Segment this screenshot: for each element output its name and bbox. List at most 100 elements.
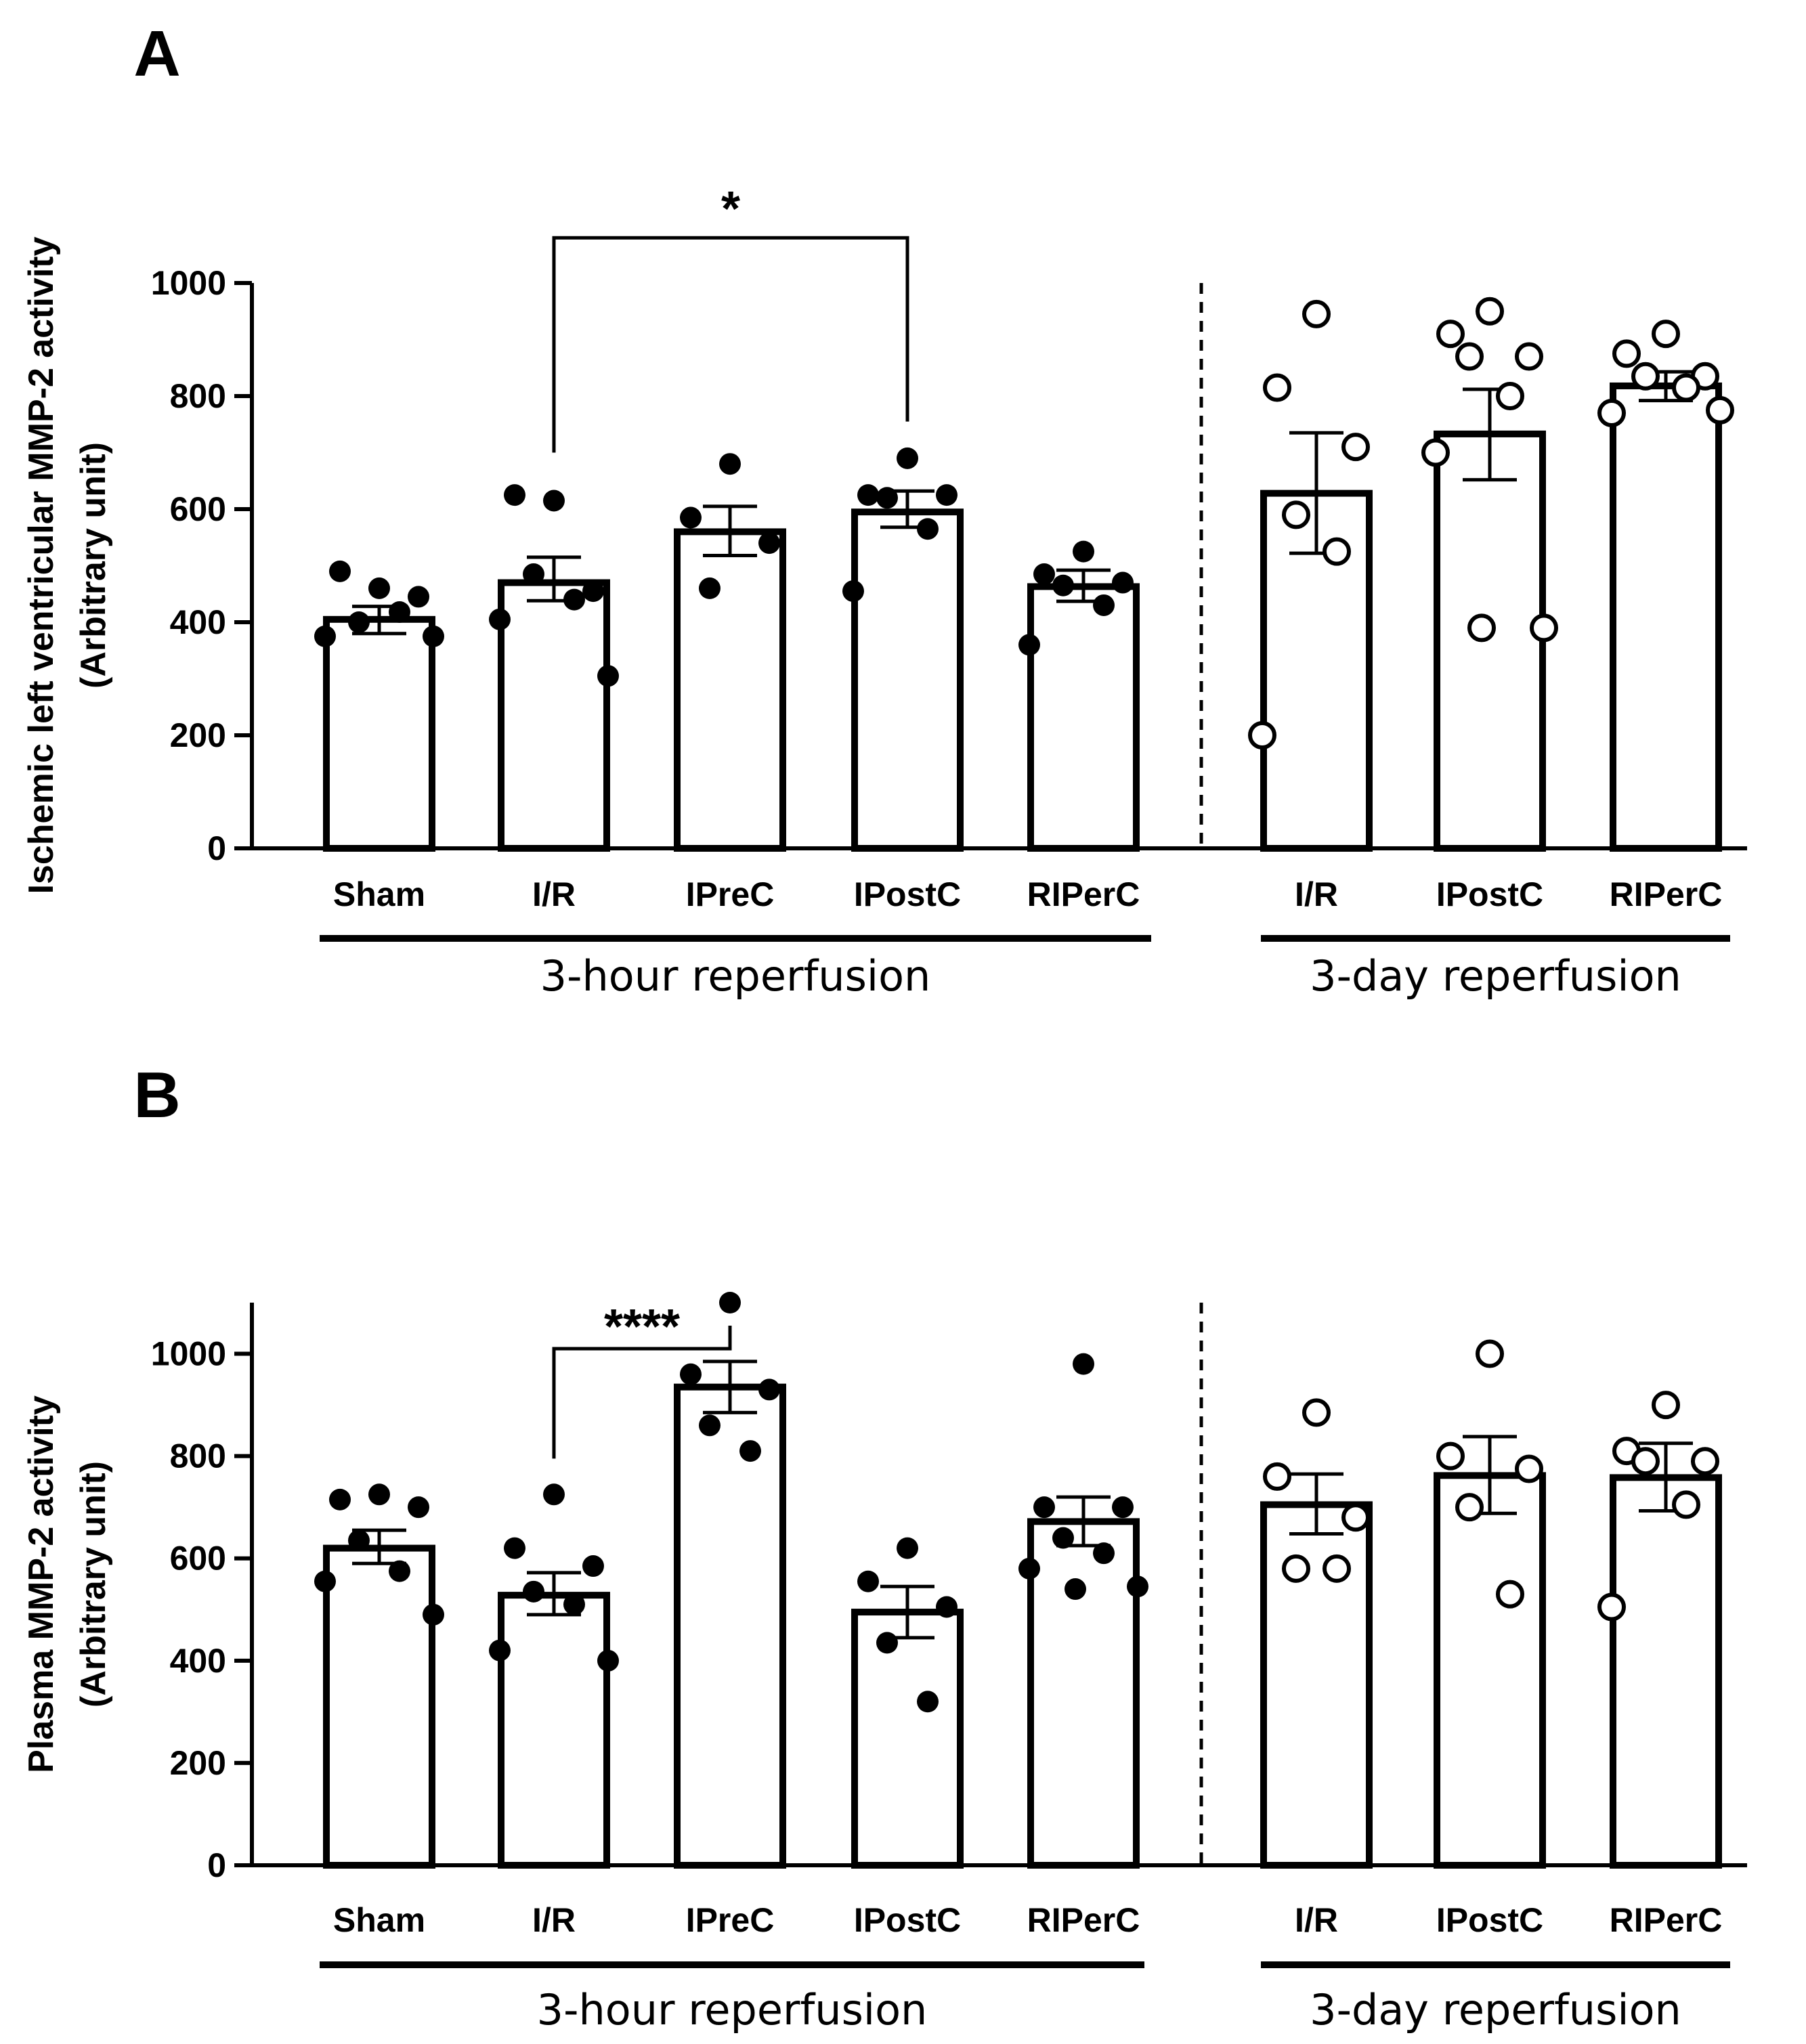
data-point: [719, 453, 741, 475]
data-point: [699, 1414, 721, 1437]
data-point: [314, 625, 336, 647]
data-point: [1263, 1462, 1291, 1491]
data-point: [408, 1496, 429, 1519]
significance-label: *: [721, 182, 740, 236]
data-point: [1496, 382, 1524, 410]
data-point: [1018, 1557, 1040, 1580]
data-point: [1612, 339, 1641, 368]
data-point: [523, 1580, 544, 1603]
data-point: [389, 601, 410, 623]
bar: [1434, 1472, 1546, 1869]
y-tick-label: 0: [207, 1846, 226, 1884]
data-point: [917, 518, 939, 540]
data-point: [489, 608, 511, 630]
bar: [1260, 1501, 1373, 1869]
data-point: [1455, 1493, 1484, 1522]
data-point: [936, 484, 958, 506]
panel-b: B Plasma MMP-2 activity (Arbitrary unit) 0 2…: [22, 1059, 1747, 2035]
data-point: [582, 580, 604, 603]
y-axis-title: Plasma MMP-2 activity: [22, 1395, 61, 1773]
data-point: [423, 1603, 444, 1626]
data-point: [1093, 594, 1115, 616]
data-point: [523, 563, 544, 586]
data-point: [1597, 399, 1626, 428]
y-tick-label: 200: [170, 1744, 226, 1782]
y-tick-label: 200: [170, 716, 226, 754]
data-point: [543, 1483, 565, 1506]
data-point: [1436, 1441, 1465, 1471]
data-point: [597, 1649, 619, 1672]
data-point: [1672, 373, 1700, 402]
data-point: [1073, 1353, 1094, 1375]
category-label: Sham: [333, 1901, 425, 1939]
data-point: [758, 532, 780, 555]
data-point: [329, 1488, 351, 1510]
data-point: [1421, 438, 1450, 467]
data-point: [504, 484, 525, 506]
data-point: [563, 1593, 585, 1615]
data-point: [597, 665, 619, 687]
data-point: [1341, 1503, 1370, 1532]
group-title: 3-day reperfusion: [1310, 1985, 1681, 2035]
data-point: [1455, 342, 1484, 371]
data-point: [348, 1529, 370, 1552]
bar: [1027, 583, 1140, 852]
data-point: [1033, 1496, 1055, 1519]
bar: [674, 1383, 786, 1869]
category-label: IPostC: [854, 875, 961, 913]
data-point: [1112, 571, 1134, 594]
bar: [1027, 1518, 1140, 1869]
data-point: [1631, 362, 1660, 391]
data-point: [1093, 1542, 1115, 1565]
data-point: [719, 1292, 741, 1313]
data-point: [699, 577, 721, 599]
data-point: [758, 1378, 780, 1401]
data-point: [1065, 1578, 1086, 1601]
data-point: [897, 1537, 918, 1559]
bar: [851, 1609, 964, 1869]
data-point: [423, 625, 444, 647]
data-point: [582, 1555, 604, 1578]
data-point: [1112, 1496, 1134, 1519]
y-tick-label: 400: [170, 603, 226, 641]
data-point: [563, 588, 585, 611]
data-point: [314, 1570, 336, 1592]
group-title: 3-day reperfusion: [1310, 951, 1681, 1001]
data-point: [348, 611, 370, 633]
group-title: 3-hour reperfusion: [537, 1985, 928, 2035]
data-point: [1530, 613, 1558, 643]
data-point: [917, 1691, 939, 1713]
data-point: [1302, 1398, 1331, 1427]
category-label: IPostC: [1436, 1901, 1543, 1939]
bar: [674, 528, 786, 852]
data-point: [857, 1570, 879, 1592]
data-point: [680, 1363, 702, 1385]
data-point: [876, 487, 898, 509]
data-point: [1263, 373, 1291, 402]
panel-label: A: [133, 18, 180, 90]
significance-bracket: [552, 1325, 732, 1459]
bar: [1434, 430, 1546, 852]
data-point: [1282, 500, 1310, 529]
data-point: [504, 1537, 525, 1559]
bar: [498, 1592, 610, 1869]
panel-a: A Ischemic left ventricular MMP-2 activit…: [22, 18, 1747, 1001]
data-point: [389, 1560, 410, 1582]
category-label: IPostC: [854, 1901, 961, 1939]
data-point: [1652, 320, 1680, 349]
data-point: [1597, 1592, 1626, 1622]
data-point: [329, 560, 351, 582]
data-point: [1467, 613, 1496, 643]
data-point: [842, 580, 864, 603]
data-point: [1652, 1391, 1680, 1420]
category-label: IPostC: [1436, 875, 1543, 913]
data-point: [1515, 1454, 1543, 1483]
data-point: [1302, 299, 1331, 328]
category-label: RIPerC: [1027, 1901, 1140, 1939]
data-point: [1436, 320, 1465, 349]
data-point: [876, 1632, 898, 1654]
bar: [323, 1544, 435, 1869]
data-point: [489, 1639, 511, 1661]
data-point: [1631, 1447, 1660, 1476]
